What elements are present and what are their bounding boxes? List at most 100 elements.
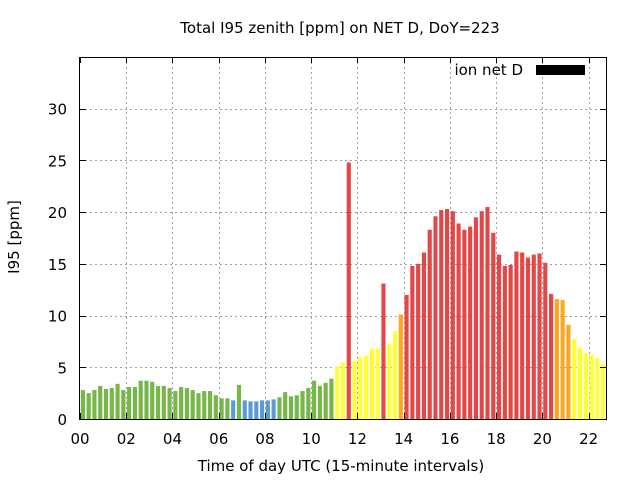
bar xyxy=(127,386,132,419)
bar xyxy=(444,209,450,419)
bar xyxy=(392,331,398,419)
bar xyxy=(225,398,230,419)
bar xyxy=(554,299,559,419)
bar xyxy=(496,254,502,419)
bar xyxy=(121,390,126,419)
bar xyxy=(381,283,386,419)
x-tick-label: 08 xyxy=(255,430,274,448)
bar xyxy=(462,229,467,419)
bar xyxy=(144,380,149,419)
bar xyxy=(485,206,490,419)
x-tick-label: 04 xyxy=(163,430,182,448)
x-tick-label: 14 xyxy=(394,430,413,448)
bar xyxy=(421,252,426,419)
bar xyxy=(219,398,224,419)
bar xyxy=(601,364,606,419)
bar xyxy=(132,386,137,419)
bar xyxy=(364,355,369,419)
bar xyxy=(306,387,311,419)
bar xyxy=(456,223,461,419)
bar xyxy=(98,385,103,419)
y-axis-label: I95 [ppm] xyxy=(5,200,23,274)
bar xyxy=(236,384,242,419)
bar xyxy=(595,357,600,419)
bar xyxy=(537,253,542,419)
bar xyxy=(300,391,305,419)
bar xyxy=(433,216,438,419)
bar xyxy=(329,378,334,419)
bar xyxy=(531,254,536,419)
bar xyxy=(398,314,403,419)
plot-frame xyxy=(79,57,607,420)
bar xyxy=(589,354,594,419)
bar xyxy=(525,257,531,419)
x-tick-label: 20 xyxy=(533,430,552,448)
bar xyxy=(520,252,525,419)
x-tick-label: 18 xyxy=(487,430,506,448)
grid-lines xyxy=(80,57,606,419)
y-tick-label: 5 xyxy=(57,359,67,377)
bar xyxy=(358,356,363,419)
bar xyxy=(294,395,299,419)
bars xyxy=(80,162,606,419)
bar xyxy=(404,294,409,419)
bar xyxy=(242,400,247,419)
bar xyxy=(202,391,207,419)
y-tick-label: 0 xyxy=(57,411,67,429)
bar xyxy=(248,401,253,419)
bar xyxy=(450,211,455,419)
bar xyxy=(416,263,421,419)
y-tick-label: 20 xyxy=(48,204,67,222)
bar xyxy=(335,366,340,419)
bar xyxy=(254,401,259,419)
bar xyxy=(439,210,444,419)
bar xyxy=(213,395,218,419)
x-tick-label: 00 xyxy=(70,430,89,448)
bar xyxy=(109,387,114,419)
bar xyxy=(283,392,288,419)
bar xyxy=(566,324,571,419)
bar xyxy=(323,382,328,419)
bar xyxy=(190,390,195,419)
bar xyxy=(277,397,282,419)
bar xyxy=(543,262,548,419)
bar xyxy=(271,399,276,419)
y-tick-label: 25 xyxy=(48,152,67,170)
bar xyxy=(479,211,484,419)
bar xyxy=(387,343,392,419)
legend: ion net D xyxy=(454,61,585,79)
bar xyxy=(583,352,588,419)
x-tick-label: 02 xyxy=(117,430,136,448)
bar xyxy=(312,380,317,419)
bar xyxy=(572,339,577,419)
bar xyxy=(161,385,166,419)
legend-label: ion net D xyxy=(454,61,523,79)
bar xyxy=(410,265,415,419)
y-tick-label: 15 xyxy=(48,256,67,274)
bar xyxy=(196,393,201,419)
bar xyxy=(173,391,178,419)
bar xyxy=(265,400,270,419)
bar xyxy=(103,389,109,419)
bar xyxy=(86,393,91,419)
bar xyxy=(502,265,507,419)
bar xyxy=(231,400,236,419)
bar xyxy=(549,293,554,419)
legend-swatch xyxy=(536,65,585,75)
x-tick-label: 10 xyxy=(302,430,321,448)
bar xyxy=(427,229,432,419)
bar xyxy=(340,362,346,419)
bar xyxy=(473,217,479,419)
y-tick-label: 10 xyxy=(48,308,67,326)
axes: 0 5 10 15 20 25 30 00 02 04 06 08 10 12 14 16 18 20 22 xyxy=(48,57,606,448)
bar xyxy=(150,381,155,419)
x-tick-label: 16 xyxy=(440,430,459,448)
bar xyxy=(207,391,213,419)
bar xyxy=(346,162,351,419)
bar xyxy=(375,348,380,419)
bar xyxy=(468,226,473,419)
bar xyxy=(155,385,161,419)
bar xyxy=(115,383,120,419)
bar xyxy=(80,390,85,419)
